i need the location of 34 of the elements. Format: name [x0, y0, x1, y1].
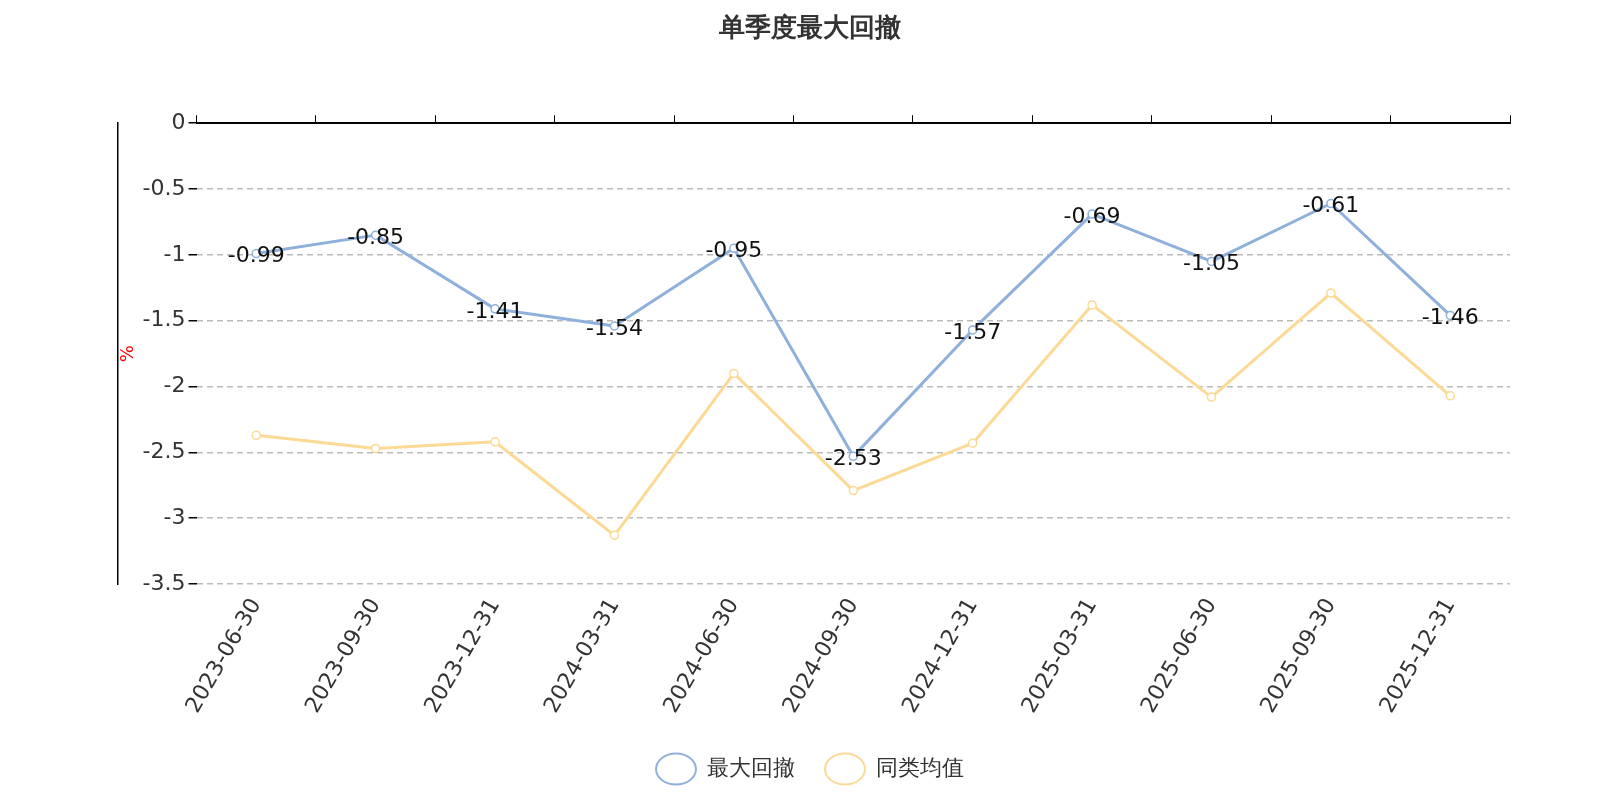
legend-label: 最大回撤 — [707, 754, 795, 780]
chart-title: 单季度最大回撤 — [718, 12, 901, 43]
data-label: -0.69 — [1063, 202, 1121, 228]
data-label: -1.41 — [466, 297, 524, 323]
point — [370, 443, 381, 454]
y-tick-label: -3 — [163, 503, 186, 529]
y-axis-title: % — [116, 345, 138, 363]
y-tick-label: -2.5 — [142, 438, 186, 464]
point — [1326, 288, 1336, 298]
point — [251, 430, 261, 441]
point — [967, 438, 978, 448]
data-label: -0.99 — [227, 242, 285, 268]
point — [1206, 392, 1217, 402]
data-label: -2.53 — [824, 445, 882, 471]
point — [1087, 300, 1097, 310]
point — [848, 485, 859, 496]
y-tick-label: -2 — [163, 372, 186, 398]
y-tick-label: 0 — [171, 108, 186, 134]
y-tick-label: -3.5 — [142, 569, 186, 595]
data-label: -1.46 — [1421, 304, 1479, 330]
y-tick-label: -0.5 — [142, 174, 186, 200]
point — [729, 368, 739, 379]
legend-label: 同类均值 — [876, 754, 964, 780]
point — [490, 437, 500, 447]
point — [609, 530, 620, 541]
data-label: -0.95 — [705, 237, 763, 263]
y-tick-label: -1.5 — [142, 306, 186, 332]
data-label: -0.85 — [347, 223, 405, 249]
data-label: -1.05 — [1183, 250, 1240, 276]
data-label: -1.57 — [944, 318, 1002, 344]
point — [1445, 391, 1456, 401]
data-label: -0.61 — [1302, 192, 1360, 218]
y-tick-label: -1 — [163, 240, 186, 266]
data-label: -1.54 — [585, 314, 643, 340]
